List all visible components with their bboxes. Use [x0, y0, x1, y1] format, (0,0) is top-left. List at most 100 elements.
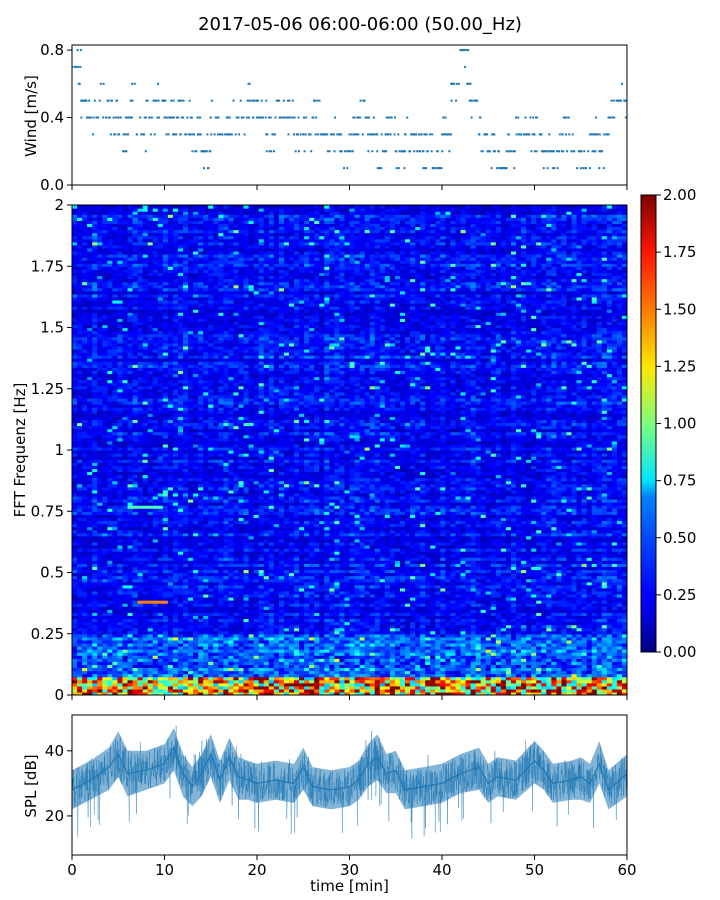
wind-point: [158, 100, 160, 102]
wind-point: [329, 150, 331, 152]
wind-point: [185, 133, 187, 135]
wind-point: [177, 117, 179, 119]
wind-point: [85, 100, 87, 102]
wind-point: [316, 100, 318, 102]
wind-point: [387, 133, 389, 135]
wind-point: [580, 167, 582, 169]
wind-point: [151, 117, 153, 119]
wind-point: [233, 100, 235, 102]
wind-point: [228, 117, 230, 119]
wind-point: [435, 167, 437, 169]
wind-point: [149, 117, 151, 119]
wind-point: [221, 133, 223, 135]
wind-point: [514, 150, 516, 152]
wind-point: [182, 117, 184, 119]
wind-point: [425, 167, 427, 169]
wind-point: [115, 117, 117, 119]
wind-point: [531, 150, 533, 152]
wind-point: [613, 117, 615, 119]
wind-point: [456, 83, 458, 85]
wind-point: [321, 133, 323, 135]
wind-point: [367, 150, 369, 152]
wind-point: [357, 133, 359, 135]
wind-point: [80, 49, 82, 51]
wind-point: [90, 117, 92, 119]
wind-point: [270, 117, 272, 119]
wind-point: [516, 133, 518, 135]
wind-point: [164, 100, 166, 102]
wind-point: [170, 100, 172, 102]
wind-point: [608, 117, 610, 119]
wind-point: [114, 133, 116, 135]
wind-point: [528, 133, 530, 135]
wind-point: [173, 117, 175, 119]
wind-point: [547, 167, 549, 169]
wind-point: [469, 83, 471, 85]
wind-point: [173, 133, 175, 135]
wind-y-tick-label: 0.8: [40, 41, 64, 59]
wind-point: [426, 133, 428, 135]
wind-point: [568, 133, 570, 135]
wind-point: [180, 133, 182, 135]
wind-point: [620, 100, 622, 102]
wind-point: [99, 100, 101, 102]
wind-point: [302, 133, 304, 135]
wind-point: [248, 117, 250, 119]
wind-point: [557, 167, 559, 169]
wind-point: [476, 100, 478, 102]
wind-point: [498, 150, 500, 152]
wind-point: [471, 117, 473, 119]
wind-point: [164, 117, 166, 119]
wind-point: [373, 117, 375, 119]
wind-point: [199, 117, 201, 119]
wind-point: [74, 66, 76, 68]
wind-point: [340, 133, 342, 135]
wind-point: [345, 150, 347, 152]
wind-point: [158, 117, 160, 119]
wind-point: [330, 133, 332, 135]
wind-point: [293, 133, 295, 135]
wind-point: [508, 133, 510, 135]
wind-axes-frame: [72, 45, 627, 185]
wind-point: [534, 133, 536, 135]
wind-point: [131, 100, 133, 102]
wind-points: [71, 49, 627, 169]
wind-point: [448, 150, 450, 152]
wind-point: [566, 150, 568, 152]
wind-point: [262, 117, 264, 119]
wind-point: [380, 167, 382, 169]
wind-point: [351, 133, 353, 135]
wind-point: [100, 83, 102, 85]
wind-y-tick-label: 0.4: [40, 109, 64, 127]
wind-point: [536, 150, 538, 152]
wind-point: [210, 133, 212, 135]
wind-point: [404, 133, 406, 135]
wind-point: [312, 117, 314, 119]
wind-point: [419, 150, 421, 152]
wind-point: [371, 150, 373, 152]
wind-point: [548, 133, 550, 135]
wind-point: [349, 133, 351, 135]
wind-point: [413, 150, 415, 152]
wind-point: [208, 167, 210, 169]
wind-point: [265, 133, 267, 135]
wind-point: [524, 133, 526, 135]
wind-point: [372, 133, 374, 135]
wind-point: [265, 117, 267, 119]
wind-point: [102, 117, 104, 119]
wind-point: [346, 167, 348, 169]
wind-point: [532, 117, 534, 119]
wind-point: [441, 167, 443, 169]
wind-point: [582, 167, 584, 169]
wind-point: [117, 133, 119, 135]
wind-point: [427, 150, 429, 152]
wind-point: [559, 133, 561, 135]
wind-point: [183, 100, 185, 102]
wind-point: [131, 117, 133, 119]
wind-point: [561, 133, 563, 135]
wind-point: [450, 133, 452, 135]
wind-point: [464, 49, 466, 51]
wind-point: [572, 133, 574, 135]
wind-point: [288, 117, 290, 119]
wind-point: [108, 100, 110, 102]
